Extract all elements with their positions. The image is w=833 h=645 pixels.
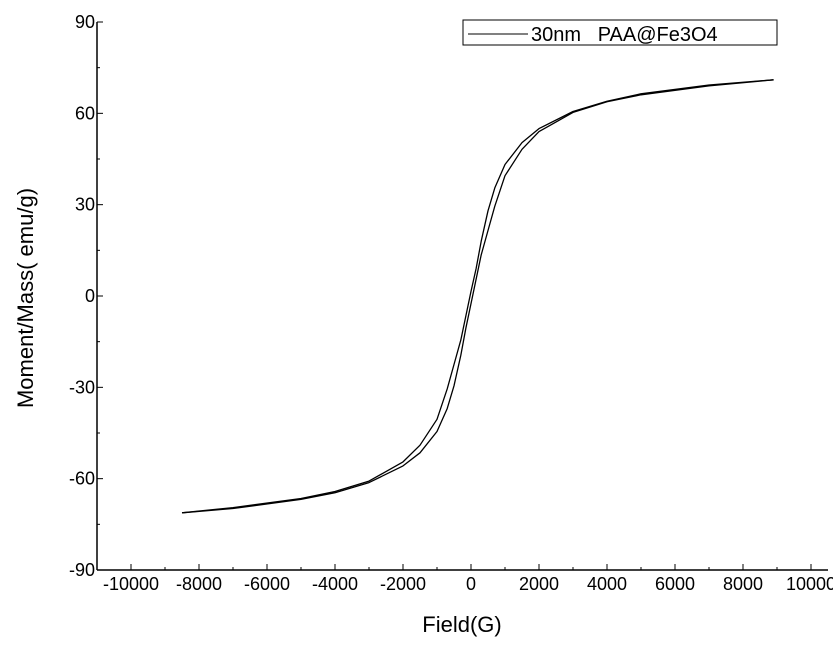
x-axis-label: Field(G) <box>422 612 501 637</box>
y-tick-label: 0 <box>85 286 95 306</box>
y-tick-label: 90 <box>75 12 95 32</box>
x-tick-label: 4000 <box>587 574 627 594</box>
x-tick-label: 2000 <box>519 574 559 594</box>
x-tick-label: -4000 <box>312 574 358 594</box>
x-tick-label: 6000 <box>655 574 695 594</box>
y-axis-label: Moment/Mass( emu/g) <box>13 188 38 408</box>
x-tick-label: 8000 <box>723 574 763 594</box>
y-tick-label: -90 <box>69 560 95 580</box>
x-tick-label: -8000 <box>176 574 222 594</box>
axes <box>96 22 828 571</box>
legend-label: 30nm PAA@Fe3O4 <box>531 24 718 46</box>
series-layer <box>181 79 774 514</box>
x-tick-label: 10000 <box>786 574 833 594</box>
y-tick-label: -30 <box>69 377 95 397</box>
legend: 30nm PAA@Fe3O4 <box>462 19 778 46</box>
series-line <box>181 79 774 514</box>
x-tick-label: -10000 <box>103 574 159 594</box>
legend-box <box>462 19 778 46</box>
y-tick-label: 30 <box>75 195 95 215</box>
x-tick-label: -2000 <box>380 574 426 594</box>
x-tick-label: -6000 <box>244 574 290 594</box>
x-tick-label: 0 <box>466 574 476 594</box>
series-line <box>181 79 774 514</box>
x-axis-ticks: -10000 -8000 -6000 -4000 -2000 0 2000 4000 6000 8… <box>103 564 833 594</box>
y-tick-label: 60 <box>75 103 95 123</box>
y-tick-label: -60 <box>69 469 95 489</box>
y-axis-ticks: -90 -60 -30 0 30 60 90 <box>69 12 103 580</box>
